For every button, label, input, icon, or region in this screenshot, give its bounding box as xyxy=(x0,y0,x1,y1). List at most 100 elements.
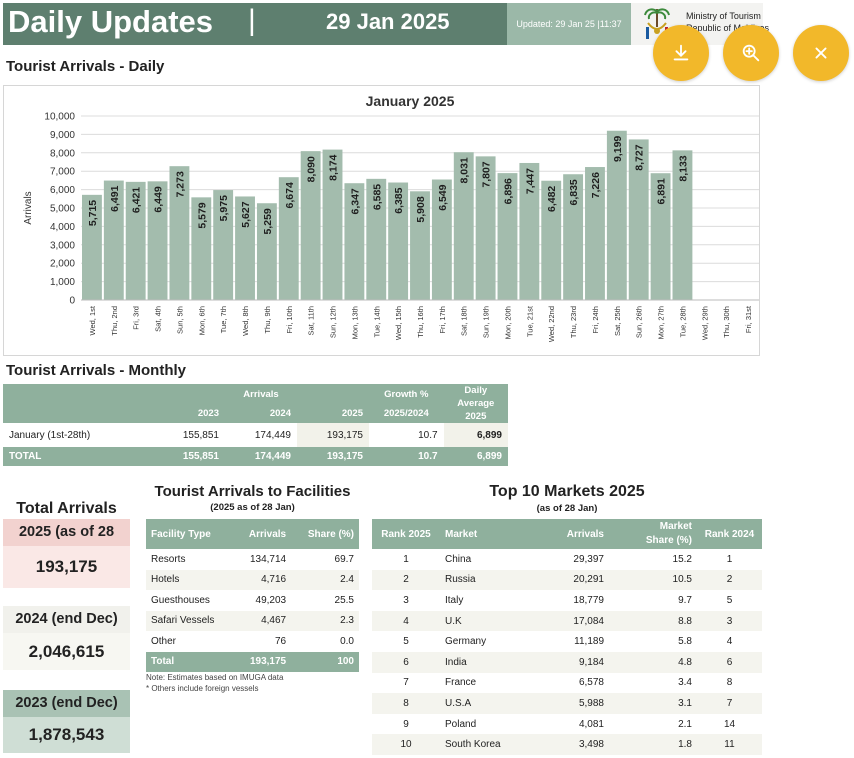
year-header-2025: 2025 xyxy=(297,404,369,423)
data-label: 5,975 xyxy=(218,195,230,221)
bar xyxy=(125,181,146,300)
market-row: 4 U.K 17,084 8.8 3 xyxy=(372,610,762,632)
y-tick-label: 10,000 xyxy=(44,112,75,123)
data-label: 8,090 xyxy=(306,156,318,182)
y-axis-label: Arrivals xyxy=(23,191,34,224)
x-tick-label: Tue, 7th xyxy=(219,306,228,333)
daily-chart-frame: January 2025 Arrivals 0 1,000 2,000 3,000 4,00… xyxy=(3,85,760,356)
data-label: 6,674 xyxy=(284,182,296,208)
zoom-in-button[interactable] xyxy=(723,25,779,81)
total-2024-value: 2,046,615 xyxy=(3,633,130,670)
market-row: 2 Russia 20,291 10.5 2 xyxy=(372,569,762,591)
y-tick-label: 4,000 xyxy=(50,222,75,233)
header-date: 29 Jan 2025 xyxy=(326,9,450,34)
data-label: 6,896 xyxy=(502,178,514,204)
facilities-notes: Note: Estimates based on IMUGA data * Ot… xyxy=(146,673,284,693)
market-row: 7 France 6,578 3.4 8 xyxy=(403,677,733,689)
market-row: 5 Germany 11,189 5.8 4 xyxy=(403,636,733,648)
data-label: 7,807 xyxy=(481,161,493,187)
bar xyxy=(519,162,540,300)
x-tick-label: Wed, 22nd xyxy=(547,306,556,342)
data-label: 5,908 xyxy=(415,196,427,222)
total-2025-value: 193,175 xyxy=(3,546,130,588)
x-tick-label: Fri, 17th xyxy=(438,306,447,334)
data-label: 6,347 xyxy=(349,188,361,214)
bar xyxy=(431,179,452,300)
x-tick-label: Sat, 25th xyxy=(613,306,622,336)
data-label: 6,385 xyxy=(393,187,405,213)
data-label: 8,133 xyxy=(677,155,689,181)
x-tick-label: Thu, 9th xyxy=(263,306,272,334)
bar xyxy=(650,173,671,300)
facilities-header-row: Facility Type Arrivals Share (%) xyxy=(146,519,359,549)
ministry-name: Ministry of Tourism Republic of Maldives xyxy=(686,11,770,33)
bar xyxy=(672,150,693,300)
bar xyxy=(563,174,584,300)
x-tick-label: Sat, 11th xyxy=(307,306,316,335)
download-button[interactable] xyxy=(653,25,709,81)
data-label: 6,491 xyxy=(109,185,121,211)
data-label: 5,627 xyxy=(240,201,252,227)
close-button[interactable] xyxy=(793,25,849,81)
bar xyxy=(606,130,627,300)
facility-row: Resorts 134,714 69.7 xyxy=(151,553,354,565)
page-title: Daily Updates xyxy=(8,4,214,39)
y-tick-label: 2,000 xyxy=(50,259,75,270)
monthly-header-row: Arrivals Growth % Daily Average 2025 xyxy=(3,384,508,423)
facilities-title: Tourist Arrivals to Facilities xyxy=(154,483,351,500)
markets-header-row: Rank 2025 Market Arrivals Market Share (… xyxy=(372,519,762,549)
chart-title: January 2025 xyxy=(366,93,455,109)
x-tick-label: Sun, 5th xyxy=(175,306,184,334)
daily-section-title: Tourist Arrivals - Daily xyxy=(6,58,165,75)
year-header-2024: 2024 xyxy=(225,404,297,423)
x-tick-label: Tue, 28th xyxy=(678,306,687,337)
data-label: 9,199 xyxy=(612,136,624,162)
x-tick-label: Tue, 14th xyxy=(372,306,381,337)
growth-header: Growth % xyxy=(369,384,444,404)
y-tick-label: 7,000 xyxy=(50,167,75,178)
facilities-table: Facility Type Arrivals Share (%) Resorts… xyxy=(146,519,359,672)
y-tick-label: 6,000 xyxy=(50,185,75,196)
x-tick-label: Mon, 13th xyxy=(350,306,359,339)
x-tick-label: Tue, 21st xyxy=(525,305,534,337)
facility-row: Other 76 0.0 xyxy=(151,635,354,647)
bar xyxy=(191,197,212,300)
markets-subtitle: (as of 28 Jan) xyxy=(536,503,598,514)
download-icon xyxy=(673,44,689,61)
x-tick-label: Sat, 4th xyxy=(154,306,163,332)
data-label: 5,715 xyxy=(87,200,99,226)
x-tick-label: Thu, 23rd xyxy=(569,306,578,338)
x-tick-label: Fri, 10th xyxy=(285,306,294,334)
x-tick-label: Sun, 19th xyxy=(482,306,491,338)
bar xyxy=(541,180,562,300)
data-label: 5,579 xyxy=(196,202,208,228)
bar xyxy=(344,183,365,300)
x-tick-label: Sun, 12th xyxy=(329,306,338,338)
monthly-row: January (1st-28th) 155,851 174,449 193,1… xyxy=(3,423,508,447)
market-row: 3 Italy 18,779 9.7 5 xyxy=(403,594,733,606)
growth-subheader: 2025/2024 xyxy=(369,404,444,423)
data-label: 7,273 xyxy=(174,171,186,197)
x-tick-label: Wed, 1st xyxy=(88,305,97,335)
bar xyxy=(585,167,605,300)
y-tick-label: 0 xyxy=(69,296,75,307)
market-row: 9 Poland 4,081 2.1 14 xyxy=(403,718,736,730)
market-row: 10 South Korea 3,498 1.8 11 xyxy=(372,734,762,755)
monthly-table: Arrivals Growth % Daily Average 2025 202… xyxy=(3,384,508,466)
data-label: 8,727 xyxy=(634,144,646,170)
bar xyxy=(366,178,387,300)
facility-row: Safari Vessels 4,467 2.3 xyxy=(146,610,359,631)
y-tick-label: 9,000 xyxy=(50,130,75,141)
y-tick-label: 8,000 xyxy=(50,148,75,159)
bar xyxy=(497,173,518,300)
bar xyxy=(453,152,474,300)
updated-timestamp: Updated: 29 Jan 25 |11:37 xyxy=(507,3,631,45)
bar xyxy=(82,194,102,300)
data-label: 8,031 xyxy=(459,157,471,183)
bar xyxy=(300,151,321,300)
data-label: 7,447 xyxy=(524,168,536,194)
arrivals-group-header: Arrivals xyxy=(153,384,369,404)
x-tick-label: Mon, 6th xyxy=(197,306,206,335)
facilities-total-row: Total 193,175 100 xyxy=(146,651,359,672)
data-label: 8,174 xyxy=(328,154,340,180)
